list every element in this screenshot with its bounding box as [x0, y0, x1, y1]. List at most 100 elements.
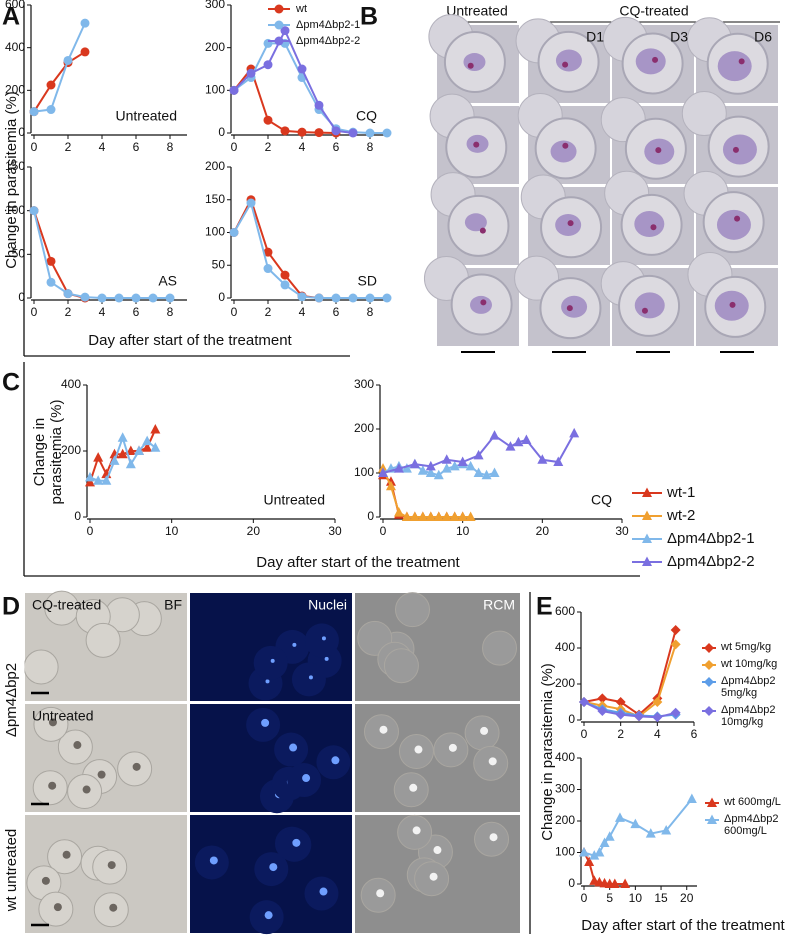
x-tick-label: 4: [99, 140, 106, 154]
series-line: [233, 42, 387, 134]
parasite-dot: [41, 876, 50, 885]
parasite-dot: [292, 642, 297, 647]
marker: [597, 693, 608, 704]
y-tick-label: 200: [205, 40, 225, 54]
x-tick-label: 6: [133, 140, 140, 154]
chart-label: Untreated: [116, 108, 177, 124]
x-axis-title: Day after start of the treatment: [256, 554, 460, 571]
y-tick-label: 100: [205, 83, 225, 97]
x-tick-label: 30: [615, 524, 629, 538]
marker: [101, 475, 112, 485]
y-axis-title: Change in parasitemia (%): [539, 663, 556, 841]
legend-label: Δpm4Δbp2-1: [667, 530, 755, 547]
x-tick-label: 6: [691, 727, 698, 741]
y-tick-label: 300: [205, 0, 225, 11]
parasite: [722, 134, 757, 165]
x-tick-label: 0: [231, 305, 238, 319]
x-tick-label: 0: [581, 727, 588, 741]
chart-label: CQ: [591, 492, 612, 508]
parasite-dot: [412, 826, 421, 835]
cell: [681, 91, 727, 137]
x-tick-label: 10: [629, 891, 643, 905]
x-tick-label: 0: [581, 891, 588, 905]
cell: [395, 592, 431, 628]
marker: [85, 471, 95, 482]
parasite-dot: [488, 757, 497, 766]
series-line: [33, 22, 86, 113]
marker: [441, 511, 452, 521]
parasite-dot: [414, 745, 423, 754]
legend-marker: [274, 20, 284, 30]
series-line: [233, 197, 320, 299]
chart-label: AS: [158, 273, 177, 289]
image-label: Untreated: [446, 3, 507, 19]
marker: [553, 456, 564, 466]
parasite-dot: [48, 718, 57, 727]
parasite-dot: [433, 846, 442, 855]
marker: [634, 711, 644, 722]
marker: [645, 828, 656, 838]
marker: [489, 467, 500, 477]
micrographs: [23, 14, 778, 935]
marker: [117, 432, 128, 442]
x-tick-label: 0: [87, 524, 94, 538]
marker: [365, 128, 375, 138]
image-label: D6: [754, 29, 772, 45]
marker: [314, 293, 324, 303]
parasite: [716, 209, 751, 240]
y-tick-label: 100: [205, 225, 225, 239]
marker: [425, 460, 436, 471]
legend-marker: [274, 36, 284, 46]
image-label: RCM: [483, 597, 515, 613]
x-tick-label: 2: [617, 727, 624, 741]
parasite-dot: [379, 725, 388, 734]
marker: [473, 449, 484, 460]
legend-marker: [704, 677, 714, 687]
image-label: BF: [164, 597, 182, 613]
marker: [93, 475, 104, 485]
panel-letter: B: [360, 3, 378, 31]
x-tick-label: 5: [606, 891, 613, 905]
legend-marker: [642, 487, 652, 497]
parasite-dot: [562, 61, 569, 68]
legend-label-box: Δpm4Δbp2-1: [667, 530, 755, 547]
y-tick-label: 0: [218, 125, 225, 139]
legend-label-box: wt 10mg/kg: [721, 658, 777, 670]
x-tick-label: 0: [31, 140, 38, 154]
legend-marker: [704, 660, 714, 670]
parasite-dot: [109, 903, 118, 912]
y-tick-label: 300: [555, 782, 575, 796]
parasite-dot: [566, 305, 573, 312]
x-tick-label: 4: [299, 140, 306, 154]
parasite-dot: [82, 785, 91, 794]
marker: [109, 455, 120, 465]
legend-label: Δpm4Δbp2 600mg/L: [724, 813, 779, 837]
row-label: Δpm4Δbp2: [3, 663, 20, 737]
marker: [489, 430, 500, 440]
parasite: [464, 213, 487, 232]
parasite-dot: [732, 146, 739, 153]
marker: [131, 293, 141, 303]
marker: [409, 511, 420, 521]
x-tick-label: 10: [165, 524, 179, 538]
marker: [417, 511, 428, 521]
legend-label: wt 5mg/kg: [721, 641, 772, 653]
parasite: [555, 214, 582, 237]
parasite: [550, 140, 577, 163]
marker: [114, 293, 124, 303]
marker: [80, 47, 90, 57]
x-tick-label: 4: [299, 305, 306, 319]
marker: [401, 511, 412, 521]
parasite-dot: [567, 220, 574, 227]
y-tick-label: 50: [12, 247, 26, 261]
marker: [417, 465, 428, 475]
marker: [93, 452, 104, 462]
parasite-dot: [269, 863, 278, 872]
marker: [686, 793, 697, 803]
image-label: Nuclei: [308, 597, 347, 613]
marker: [46, 80, 56, 90]
legend-marker: [704, 706, 714, 716]
cell: [23, 649, 59, 685]
x-tick-label: 4: [654, 727, 661, 741]
y-tick-label: 400: [555, 750, 575, 764]
